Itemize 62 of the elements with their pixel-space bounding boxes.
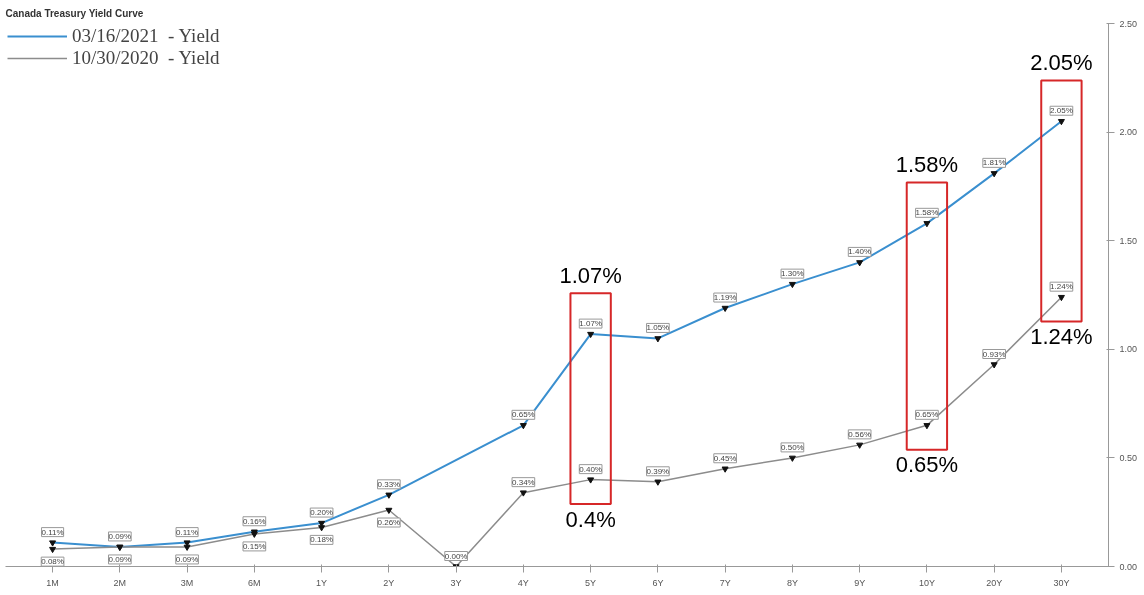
x-tick-label: 8Y [786,577,798,588]
data-label: 0.65% [915,410,939,420]
x-tick-label: 3Y [450,577,462,588]
data-label: 0.16% [243,516,266,526]
x-tick-label: 9Y [854,577,866,588]
x-tick-label: 2M [113,577,127,588]
annotation: 0.4% [565,506,616,532]
data-label: 0.26% [377,518,401,528]
x-tick-label: 30Y [1053,577,1070,588]
data-label: 0.00% [444,551,468,561]
data-label: 0.65% [512,410,535,420]
data-label: 0.15% [243,541,266,551]
x-tick-label: 5Y [585,577,597,588]
data-label: 0.39% [646,466,670,476]
data-label: 0.40% [579,464,602,474]
x-tick-label: 2Y [383,577,395,588]
data-label: 1.07% [579,319,602,329]
x-tick-label: 20Y [986,577,1003,588]
data-label: 0.11% [41,527,64,537]
annotation: 0.65% [895,452,959,478]
annotation: 1.58% [895,152,959,178]
data-label: 0.56% [848,429,871,439]
data-label: 0.18% [310,535,333,545]
legend-label: 03/16/2021 - Yield [72,25,220,47]
data-label: 0.45% [713,453,737,463]
annotation: 1.07% [559,263,622,289]
y-tick-label: 2.50 [1119,18,1138,29]
data-label: 1.40% [848,247,871,257]
x-tick-label: 10Y [918,577,935,588]
y-tick-label: 1.00 [1119,344,1138,355]
legend-label: 10/30/2020 - Yield [72,47,220,69]
chart-title: Canada Treasury Yield Curve [5,7,144,19]
x-tick-label: 1M [46,577,59,588]
data-label: 0.08% [41,557,64,567]
data-label: 1.30% [781,269,804,279]
x-tick-label: 4Y [517,577,529,588]
data-label: 0.34% [512,477,535,487]
y-tick-label: 1.50 [1119,235,1138,246]
data-label: 1.24% [1050,282,1073,292]
data-label: 0.93% [982,349,1006,359]
x-tick-label: 6Y [652,577,664,588]
data-label: 0.09% [175,554,199,564]
x-tick-label: 6M [248,577,261,588]
y-tick-label: 0.00 [1119,561,1138,572]
data-label: 1.19% [713,293,737,303]
data-label: 1.58% [915,208,939,218]
annotation: 1.24% [1030,324,1093,350]
data-label: 0.33% [377,479,401,489]
data-label: 0.11% [176,527,199,537]
data-label: 0.09% [108,554,132,564]
x-tick-label: 7Y [719,577,731,588]
annotation: 2.05% [1030,50,1093,76]
data-label: 2.05% [1050,106,1073,116]
x-tick-label: 3M [180,577,194,588]
data-label: 1.05% [646,323,670,333]
y-tick-label: 2.00 [1119,127,1138,138]
data-label: 0.20% [310,508,333,518]
data-label: 0.09% [108,531,132,541]
x-tick-label: 1Y [316,577,328,588]
y-tick-label: 0.50 [1119,452,1138,463]
data-label: 0.50% [781,442,804,452]
data-label: 1.81% [982,158,1006,168]
